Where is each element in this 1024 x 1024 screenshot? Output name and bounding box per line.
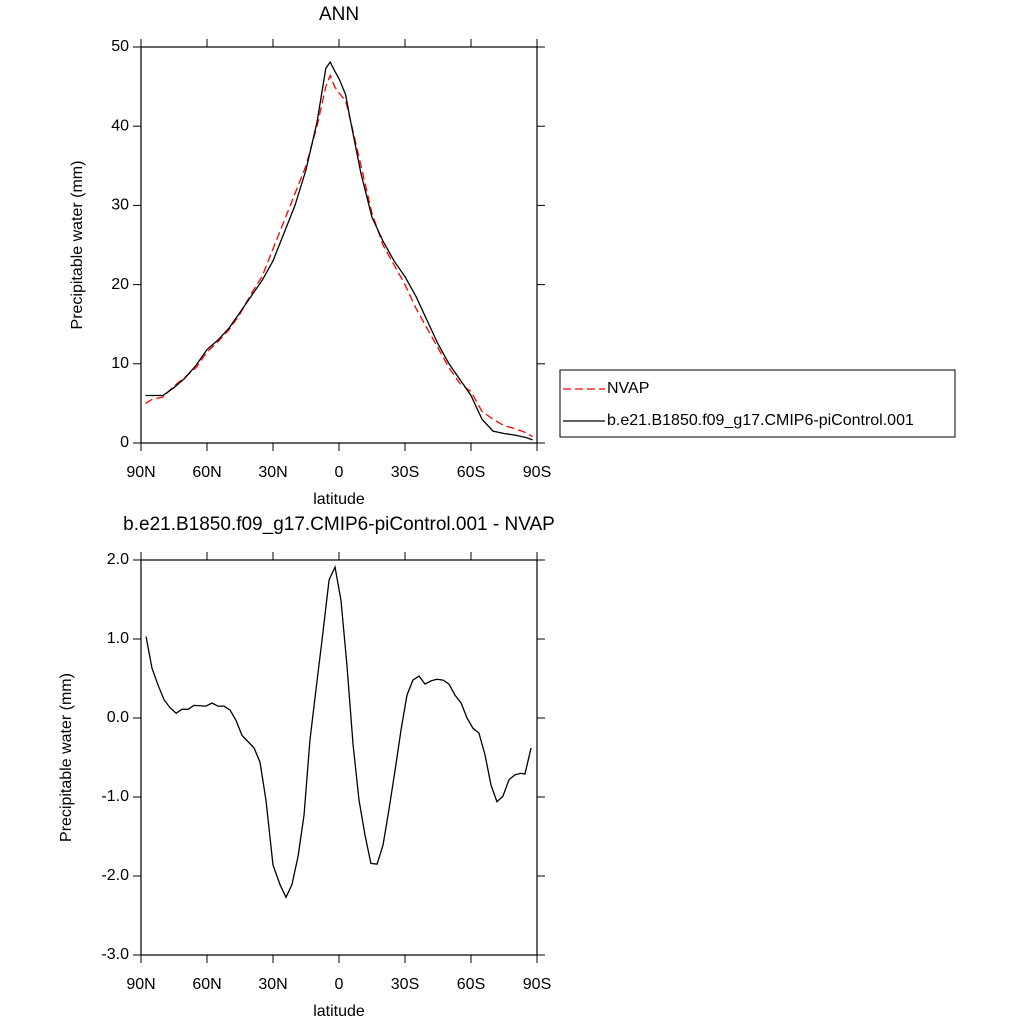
y-tick-label: 30 xyxy=(111,197,129,214)
x-tick-label: 60N xyxy=(192,464,221,481)
y-tick-label: 2.0 xyxy=(107,551,129,568)
x-tick-label: 0 xyxy=(335,464,344,481)
y-tick-label: 10 xyxy=(111,355,129,372)
y-tick-label: -3.0 xyxy=(101,946,129,963)
chart-title: b.e21.B1850.f09_g17.CMIP6-piControl.001 … xyxy=(123,514,555,535)
y-tick-label: 50 xyxy=(111,38,129,55)
plot-frame xyxy=(140,559,538,956)
x-tick-label: 30S xyxy=(391,464,419,481)
x-tick-label: 60S xyxy=(457,976,485,993)
x-tick-label: 90N xyxy=(126,976,155,993)
x-tick-label: 60N xyxy=(192,976,221,993)
x-axis-label: latitude xyxy=(313,491,365,508)
y-tick-label: 0 xyxy=(120,434,129,451)
x-axis-label: latitude xyxy=(313,1003,365,1020)
y-tick-label: 1.0 xyxy=(107,630,129,647)
x-tick-label: 90S xyxy=(523,976,551,993)
legend-box xyxy=(559,369,956,438)
y-axis-label: Precipitable water (mm) xyxy=(58,673,75,842)
legend-label: b.e21.B1850.f09_g17.CMIP6-piControl.001 xyxy=(607,412,914,429)
plot-frame xyxy=(140,46,538,444)
x-tick-label: 30N xyxy=(258,464,287,481)
x-tick-label: 30N xyxy=(258,976,287,993)
x-tick-label: 30S xyxy=(391,976,419,993)
line xyxy=(145,60,533,441)
y-tick-label: 40 xyxy=(111,117,129,134)
line xyxy=(145,73,533,438)
legend-label: NVAP xyxy=(607,380,649,397)
y-tick-label: -1.0 xyxy=(101,788,129,805)
y-axis-label: Precipitable water (mm) xyxy=(69,161,86,330)
x-tick-label: 0 xyxy=(335,976,344,993)
y-tick-label: -2.0 xyxy=(101,867,129,884)
y-tick-label: 0.0 xyxy=(107,709,129,726)
x-tick-label: 90S xyxy=(523,464,551,481)
line xyxy=(145,564,532,899)
chart-title: ANN xyxy=(319,4,359,25)
x-tick-label: 60S xyxy=(457,464,485,481)
x-tick-label: 90N xyxy=(126,464,155,481)
y-tick-label: 20 xyxy=(111,276,129,293)
